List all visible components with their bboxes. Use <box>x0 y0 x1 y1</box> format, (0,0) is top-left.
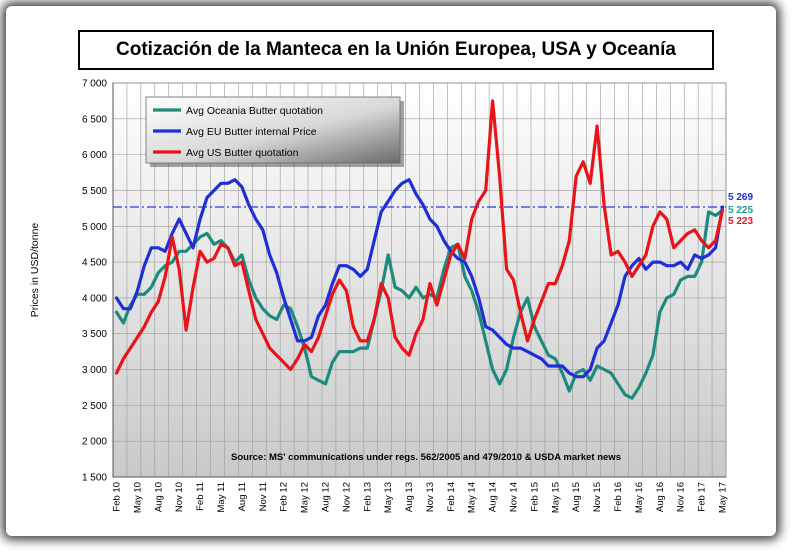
y-tick-label: 1 500 <box>82 473 107 484</box>
x-tick-label: Feb 12 <box>279 482 290 512</box>
x-tick-label: May 14 <box>467 482 478 513</box>
x-tick-label: Nov 15 <box>592 482 603 512</box>
x-tick-label: Nov 11 <box>258 482 269 511</box>
y-tick-label: 6 000 <box>82 150 107 161</box>
y-axis-label: Prices in USD/tonne <box>29 223 41 318</box>
x-tick-label: Nov 14 <box>509 482 520 512</box>
y-tick-label: 7 000 <box>82 79 107 90</box>
x-tick-label: Feb 11 <box>195 482 206 511</box>
x-tick-label: Feb 14 <box>446 482 457 512</box>
y-tick-label: 2 500 <box>82 401 107 412</box>
x-tick-label: Aug 13 <box>404 482 415 512</box>
y-tick-label: 2 000 <box>82 437 107 448</box>
x-tick-label: Aug 12 <box>320 482 331 512</box>
legend: Avg Oceania Butter quotation Avg EU Butte… <box>145 96 404 167</box>
x-tick-label: Feb 10 <box>111 482 122 512</box>
x-tick-label: Aug 14 <box>488 482 499 512</box>
x-tick-label: Feb 16 <box>613 482 624 512</box>
x-tick-label: Nov 16 <box>676 482 687 512</box>
chart-title-box: Cotización de la Manteca en la Unión Eur… <box>78 30 714 70</box>
x-tick-label: Nov 10 <box>174 482 185 512</box>
x-tick-label: Aug 15 <box>571 482 582 512</box>
series-group <box>114 99 725 400</box>
x-tick-label: Feb 13 <box>362 482 373 512</box>
y-tick-label: 5 000 <box>82 222 107 233</box>
x-tick-label: Aug 10 <box>153 482 164 512</box>
x-tick-label: Feb 17 <box>697 482 708 512</box>
series-line-1 <box>114 208 725 400</box>
chart-title: Cotización de la Manteca en la Unión Eur… <box>116 39 676 60</box>
y-tick-label: 4 500 <box>82 258 107 269</box>
legend-box <box>145 96 401 164</box>
y-tick-label: 6 500 <box>82 114 107 125</box>
x-tick-label: May 10 <box>132 482 143 513</box>
x-tick-label: Nov 13 <box>425 482 436 512</box>
x-tick-label: Nov 12 <box>341 482 352 512</box>
series-line-2 <box>114 178 725 379</box>
x-tick-label: May 16 <box>634 482 645 513</box>
y-axis: 7 000 6 500 6 000 5 500 5 000 4 500 4 000 3 500… <box>82 79 114 484</box>
legend-label: Avg US Butter quotation <box>186 147 299 159</box>
y-tick-label: 4 000 <box>82 293 107 304</box>
end-label: 5 269 <box>728 192 753 203</box>
y-tick-label: 3 000 <box>82 365 107 376</box>
y-tick-label: 3 500 <box>82 329 107 340</box>
x-tick-label: May 11 <box>216 482 227 512</box>
x-tick-label: May 17 <box>718 482 729 513</box>
source-note: Source: MS' communications under regs. 5… <box>231 452 621 463</box>
legend-label: Avg EU Butter internal Price <box>186 126 317 138</box>
end-label: 5 225 <box>728 205 753 216</box>
x-tick-label: Aug 16 <box>655 482 666 512</box>
x-tick-label: Aug 11 <box>237 482 248 511</box>
series-line-3 <box>114 99 725 375</box>
x-tick-label: May 13 <box>383 482 394 513</box>
end-label: 5 223 <box>728 216 753 227</box>
legend-label: Avg Oceania Butter quotation <box>186 105 323 117</box>
y-tick-label: 5 500 <box>82 186 107 197</box>
x-tick-label: May 12 <box>300 482 311 513</box>
x-tick-label: Feb 15 <box>529 482 540 512</box>
x-tick-label: May 15 <box>550 482 561 513</box>
x-axis: Feb 10 May 10 Aug 10 Nov 10 Feb 11 May 11 Aug … <box>111 476 729 513</box>
